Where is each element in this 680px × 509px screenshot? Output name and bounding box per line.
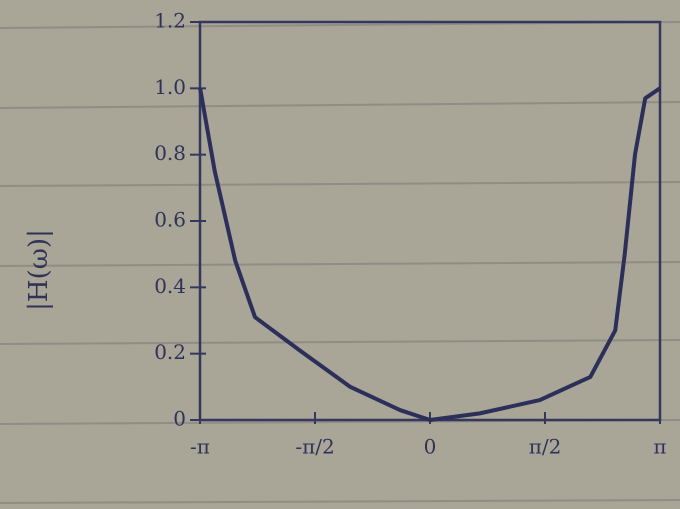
y-tick-label: 1.2	[154, 9, 186, 33]
y-axis-label: |H(ω)|	[24, 229, 54, 311]
page: |H(ω)| 00.20.40.60.81.01.2-π-π/20π/2π ((…	[0, 0, 680, 509]
y-tick-label: 0	[173, 407, 186, 431]
x-tick-label: 0	[424, 435, 437, 459]
x-tick-label: -π	[190, 435, 210, 459]
chart: |H(ω)| 0 0.2 0.4 0.6 0.8 1.0 1.2 -π -π/2 0 π/2 π	[0, 0, 680, 509]
y-tick-label: 0.4	[154, 274, 186, 298]
x-tick-label: π/2	[529, 435, 562, 459]
paper	[0, 0, 680, 509]
y-tick-label: 0.6	[154, 208, 186, 232]
x-tick-label: -π/2	[295, 435, 334, 459]
y-tick-label: 1.0	[154, 75, 186, 99]
y-tick-label: 0.2	[154, 340, 186, 364]
y-tick-label: 0.8	[154, 141, 186, 165]
x-tick-label: π	[653, 435, 666, 459]
